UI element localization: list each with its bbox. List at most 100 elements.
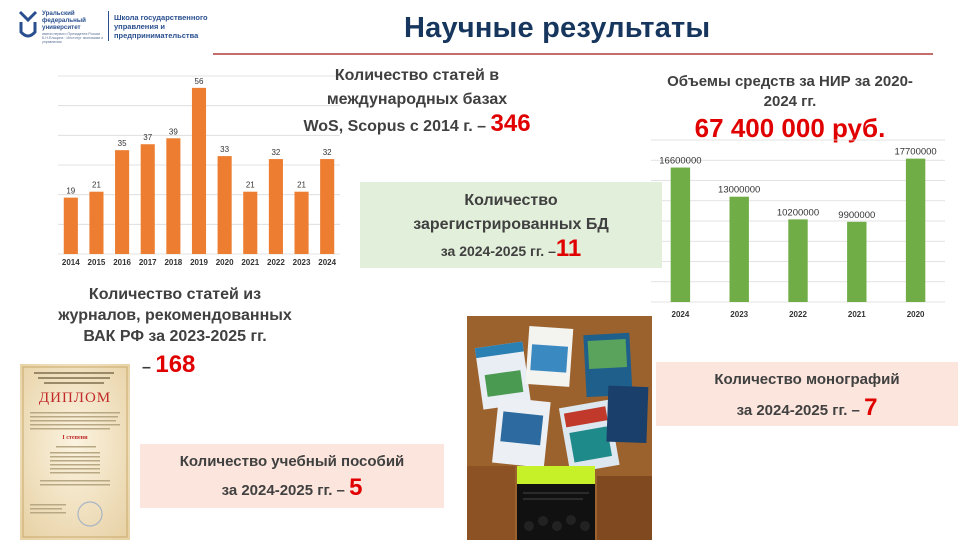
logo-university-sub: имени первого Президента России Б.Н.Ельц… (42, 32, 104, 45)
logo-divider (108, 11, 109, 41)
category-label-2024: 2024 (318, 258, 336, 267)
category-label-2019: 2019 (190, 258, 208, 267)
bar-2020 (905, 158, 926, 302)
wos-line2: международных базах (326, 91, 508, 108)
bar-2016 (115, 150, 130, 254)
value-label-2024: 16600000 (659, 156, 701, 167)
category-label-2020: 2020 (907, 310, 925, 319)
bar-2018 (166, 138, 181, 254)
db-value: 11 (555, 235, 582, 262)
textbook-value: 5 (349, 474, 363, 501)
value-label-2021: 9900000 (838, 210, 875, 221)
logo-school-name: Школа государственного управления и пред… (114, 13, 208, 40)
textbook-line2: за 2024-2025 гг. – 5 (140, 475, 444, 504)
bar-2023 (729, 196, 749, 302)
category-label-2022: 2022 (789, 310, 807, 319)
university-logo-icon (18, 10, 38, 38)
category-label-2021: 2021 (241, 258, 259, 267)
diploma-image: ДИПЛОМ I степени (20, 364, 130, 540)
value-label-2021: 21 (246, 181, 255, 190)
category-label-2018: 2018 (164, 258, 182, 267)
vak-dash: – (142, 359, 151, 376)
vak-value: 168 (155, 351, 196, 378)
monographs-photo (467, 316, 652, 540)
bar-2022 (268, 159, 283, 254)
wos-scopus-caption: Количество статей в международных базах … (282, 64, 552, 139)
textbook-line1: Количество учебный пособий (179, 453, 405, 470)
vak-caption: Количество статей из журналов, рекомендо… (30, 284, 320, 347)
funding-chart-value-labels: 16600000 13000000 10200000 9900000 17700000 (659, 147, 936, 221)
vak-line3: ВАК РФ за 2023-2025 гг. (83, 328, 267, 345)
value-label-2024: 32 (323, 148, 332, 157)
nir-line2: 2024 гг. (763, 93, 817, 110)
bar-2020 (217, 156, 232, 254)
category-label-2023: 2023 (293, 258, 311, 267)
articles-chart-category-labels: 2014 2015 2016 2017 2018 2019 2020 2021 2022 2023… (62, 258, 337, 267)
value-label-2020: 33 (220, 145, 229, 154)
textbooks-card: Количество учебный пособий за 2024-2025 … (140, 444, 444, 508)
bar-2023 (294, 191, 309, 254)
vak-value-row: – 168 (142, 351, 195, 379)
wos-line3: WoS, Scopus с 2014 г. – 346 (282, 112, 552, 139)
mono-line1: Количество монографий (714, 371, 900, 388)
category-label-2016: 2016 (113, 258, 131, 267)
nir-caption: Объемы средств за НИР за 2020- 2024 гг. (640, 72, 940, 112)
textbook-line2-text: за 2024-2025 гг. – (221, 482, 345, 499)
category-label-2014: 2014 (62, 258, 80, 267)
value-label-2014: 19 (66, 187, 75, 196)
nir-line1: Объемы средств за НИР за 2020- (667, 73, 913, 90)
nir-value: 67 400 000 руб. (694, 113, 886, 143)
bar-2017 (140, 144, 155, 254)
bar-2021 (847, 221, 867, 302)
wos-line3-text: WoS, Scopus с 2014 г. – (303, 118, 487, 135)
value-label-2018: 39 (169, 127, 178, 136)
value-label-2023: 21 (297, 181, 306, 190)
bar-2024 (320, 159, 335, 254)
bar-2024 (670, 167, 691, 302)
category-label-2021: 2021 (848, 310, 866, 319)
diploma-heading: ДИПЛОМ (38, 390, 112, 406)
category-label-2023: 2023 (730, 310, 748, 319)
db-line3-text: за 2024-2025 гг. – (440, 243, 556, 259)
value-label-2016: 35 (118, 139, 127, 148)
db-line1: Количество (464, 192, 558, 209)
logo: Уральский федеральный университет имени … (18, 10, 208, 44)
databases-card: Количество зарегистрированных БД за 2024… (360, 182, 662, 268)
monographs-card: Количество монографий за 2024-2025 гг. –… (656, 362, 958, 426)
bar-2014 (63, 197, 78, 254)
page-title: Научные результаты (404, 12, 711, 44)
bar-2022 (788, 219, 808, 302)
db-line3: за 2024-2025 гг. –11 (360, 237, 662, 264)
articles-chart-bars (63, 87, 335, 254)
title-divider (213, 53, 933, 55)
books-photo-picture (467, 316, 652, 540)
value-label-2015: 21 (92, 181, 101, 190)
vak-line1: Количество статей из (88, 286, 262, 303)
vak-line2: журналов, рекомендованных (58, 307, 292, 324)
logo-university-name: Уральский федеральный университет имени … (42, 10, 106, 45)
bar-2019 (191, 87, 207, 254)
value-label-2020: 17700000 (894, 147, 936, 158)
diploma-degree: I степени (62, 435, 88, 441)
wos-value: 346 (490, 110, 531, 137)
category-label-2017: 2017 (139, 258, 157, 267)
mono-line2-text: за 2024-2025 гг. – (736, 402, 860, 419)
diploma-picture (20, 364, 130, 540)
category-label-2015: 2015 (88, 258, 106, 267)
funding-chart-bars (670, 158, 926, 302)
bar-2015 (89, 191, 104, 254)
funding-chart-category-labels: 2024 2023 2022 2021 2020 (672, 310, 926, 319)
articles-chart-value-labels: 19 21 35 37 39 56 33 21 32 21 32 (66, 77, 332, 196)
value-label-2023: 13000000 (718, 185, 760, 196)
bar-2021 (243, 191, 258, 254)
value-label-2022: 32 (271, 148, 280, 157)
category-label-2024: 2024 (672, 310, 690, 319)
value-label-2017: 37 (143, 133, 152, 142)
value-label-2022: 10200000 (777, 207, 819, 218)
category-label-2020: 2020 (216, 258, 234, 267)
mono-line2: за 2024-2025 гг. – 7 (656, 394, 958, 425)
wos-line1: Количество статей в (334, 67, 500, 84)
mono-value: 7 (864, 394, 878, 421)
value-label-2019: 56 (195, 77, 204, 86)
